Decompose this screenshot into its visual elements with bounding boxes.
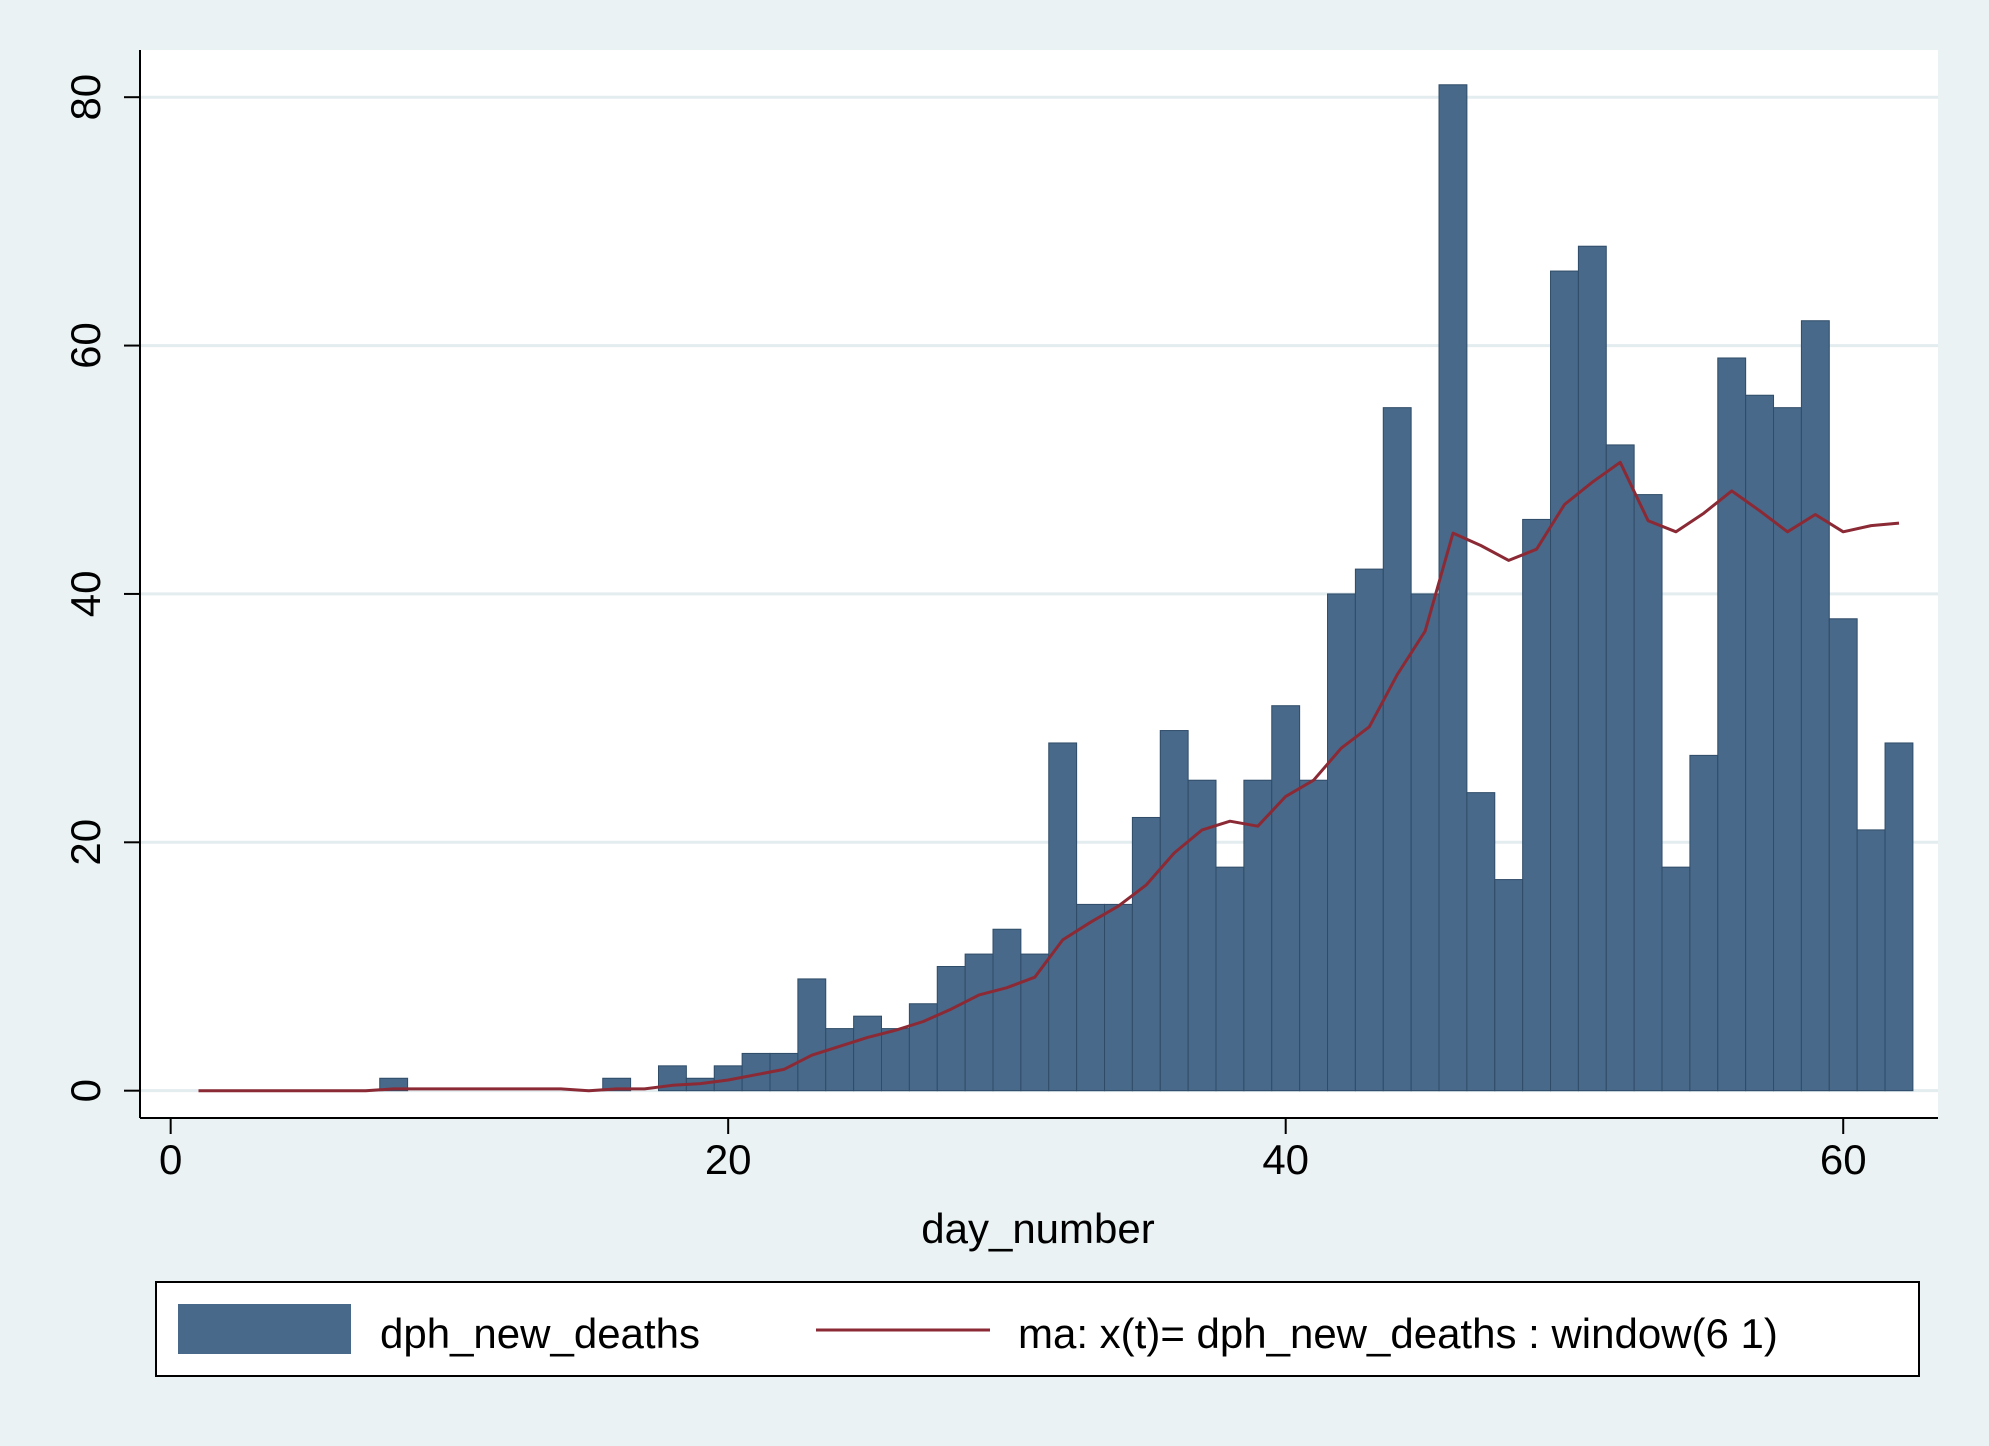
x-tick-label: 60 xyxy=(1820,1136,1867,1183)
bar xyxy=(936,965,966,1092)
legend-bar-swatch xyxy=(178,1304,351,1354)
bar xyxy=(1410,593,1440,1092)
bar xyxy=(1828,618,1858,1092)
y-tick-label: 80 xyxy=(62,74,109,121)
bar xyxy=(1215,866,1245,1092)
bar xyxy=(1550,270,1579,1092)
y-tick-label: 0 xyxy=(62,1079,109,1102)
bar-series xyxy=(379,84,1914,1092)
bar xyxy=(881,1028,910,1092)
bar xyxy=(853,1015,883,1092)
bar xyxy=(1271,705,1301,1092)
legend: dph_new_deaths ma: x(t)= dph_new_deaths … xyxy=(155,1281,1920,1377)
bar xyxy=(1522,518,1552,1092)
bar xyxy=(1856,829,1886,1092)
bar xyxy=(1131,816,1161,1092)
y-tick-label: 20 xyxy=(62,819,109,866)
bar xyxy=(1104,903,1133,1092)
bar xyxy=(1327,593,1356,1092)
x-axis-label: day_number xyxy=(921,1205,1154,1252)
bar xyxy=(1745,394,1775,1092)
bar xyxy=(1382,407,1412,1092)
bar xyxy=(1159,730,1189,1092)
bar xyxy=(1800,320,1830,1092)
bar xyxy=(1354,568,1384,1092)
y-tick-label: 40 xyxy=(62,571,109,618)
x-axis-ticks: 0 20 40 60 xyxy=(159,1118,1867,1183)
x-tick-label: 0 xyxy=(159,1136,182,1183)
bar xyxy=(1605,444,1635,1092)
legend-label-line: ma: x(t)= dph_new_deaths : window(6 1) xyxy=(1018,1310,1778,1357)
bar xyxy=(1466,792,1496,1092)
bar xyxy=(1048,742,1078,1092)
bar xyxy=(1773,407,1802,1092)
bar xyxy=(1494,879,1524,1092)
bar xyxy=(1717,357,1747,1092)
y-axis-ticks: 0 20 40 60 80 xyxy=(62,74,140,1102)
legend-label-bars: dph_new_deaths xyxy=(380,1310,700,1357)
bar xyxy=(964,953,994,1092)
bar xyxy=(825,1028,855,1092)
bar xyxy=(797,978,827,1092)
x-tick-label: 20 xyxy=(705,1136,752,1183)
bar xyxy=(1076,903,1106,1092)
x-tick-label: 40 xyxy=(1262,1136,1309,1183)
bar xyxy=(1187,779,1217,1092)
legend-box xyxy=(155,1281,1920,1377)
bar xyxy=(1577,245,1607,1092)
y-tick-label: 60 xyxy=(62,322,109,369)
moving-average-line xyxy=(198,460,1900,1093)
bar xyxy=(1438,84,1468,1092)
bar xyxy=(1299,779,1329,1092)
bar xyxy=(1633,494,1663,1092)
bar xyxy=(1020,953,1050,1092)
bar xyxy=(1243,779,1273,1092)
bar xyxy=(1884,742,1914,1092)
bar xyxy=(992,928,1022,1092)
bar xyxy=(1689,754,1719,1092)
bar xyxy=(1661,866,1691,1092)
